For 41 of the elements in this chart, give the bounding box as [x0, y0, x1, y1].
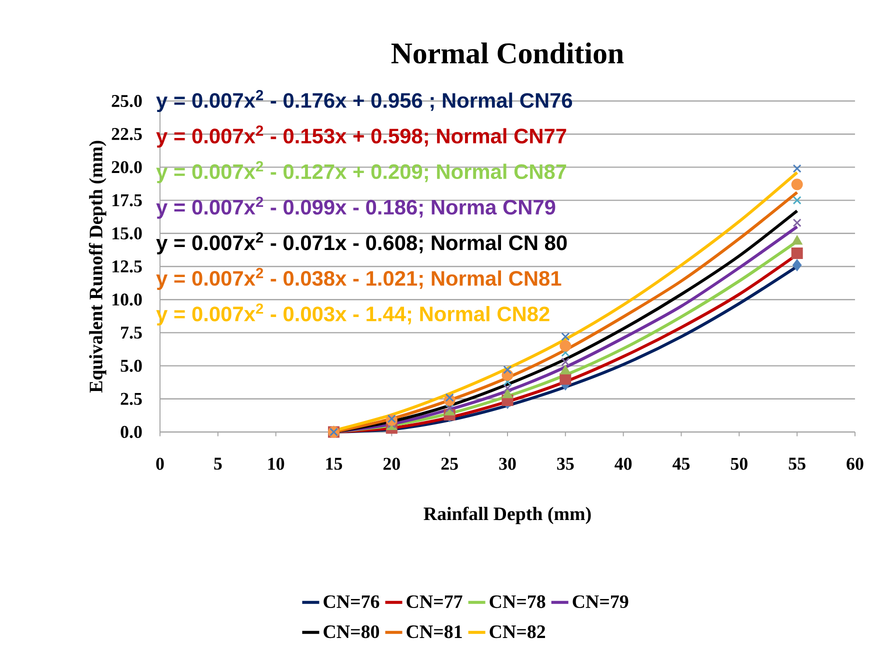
y-axis-title: Equivalent Runoff Depth (mm): [88, 140, 106, 393]
x-tick-label: 50: [730, 458, 748, 470]
legend-label: CN=81: [406, 625, 462, 638]
legend-label: CN=79: [572, 595, 628, 608]
x-tick-label: 20: [383, 458, 400, 470]
x-tick-label: 25: [441, 458, 458, 470]
y-tick-label: 17.5: [112, 194, 142, 206]
y-tick-label: 10.0: [112, 294, 142, 306]
legend-label: CN=78: [490, 595, 546, 608]
y-tick-label: 7.5: [121, 326, 142, 339]
annotation: y = 0.007x$^{2}$ - 0.038x - 1.021; Normal CN81: [156, 268, 562, 290]
legend-label: CN=76: [324, 595, 380, 608]
y-tick-label: 15.0: [112, 227, 142, 240]
x-tick-label: 55: [788, 458, 806, 470]
annotation: y = 0.007x$^{2}$ - 0.153x + 0.598; Normal CN77: [156, 126, 566, 148]
legend-label: CN=80: [324, 625, 380, 638]
chart-title: Normal Condition: [391, 42, 624, 64]
x-tick-label: 30: [499, 458, 516, 470]
x-axis-title: Rainfall Depth (mm): [424, 506, 591, 524]
y-tick-label: 22.5: [112, 128, 142, 140]
x-tick-label: 10: [268, 458, 284, 470]
x-tick-label: 60: [846, 458, 864, 470]
annotation: y = 0.007x$^{2}$ - 0.003x - 1.44; Normal CN82: [156, 303, 550, 326]
x-tick-label: 40: [614, 458, 632, 470]
legend-label: CN=82: [490, 625, 546, 638]
y-tick-label: 0.0: [120, 426, 142, 438]
y-tick-label: 20.0: [112, 161, 142, 174]
y-tick-label: 25.0: [112, 94, 142, 108]
y-tick-label: 5.0: [120, 360, 142, 372]
legend-label: CN=77: [406, 595, 462, 608]
x-tick-label: 5: [214, 458, 222, 470]
annotation: y = 0.007x$^{2}$ - 0.099x - 0.186; Norma CN79: [156, 196, 556, 219]
annotation: y = 0.007x$^{2}$ - 0.176x + 0.956 ; Normal CN76: [156, 90, 572, 112]
y-tick-label: 2.5: [120, 392, 142, 405]
annotation: y = 0.007x$^{2}$ - 0.127x + 0.209; Normal CN87: [156, 161, 566, 184]
annotation: y = 0.007x$^{2}$ - 0.071x - 0.608; Normal CN 80: [156, 232, 567, 254]
x-tick-label: 45: [672, 458, 690, 470]
x-tick-label: 35: [557, 458, 574, 470]
x-tick-label: 15: [326, 458, 342, 470]
y-tick-label: 12.5: [112, 260, 142, 273]
x-tick-label: 0: [156, 458, 164, 470]
